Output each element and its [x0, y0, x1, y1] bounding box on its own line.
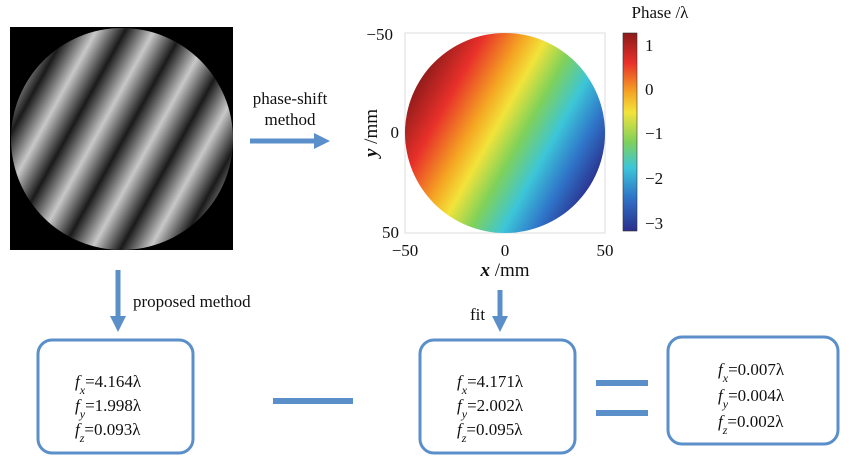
step-label: phase-shift	[253, 89, 328, 108]
colorbar-tick-label: 0	[645, 80, 654, 99]
colorbar-tick-label: −1	[645, 124, 663, 143]
result-rest: =2.002λ	[467, 396, 524, 415]
y-tick-label: 50	[382, 223, 399, 242]
colorbar-tick-label: 1	[645, 36, 654, 55]
result-rest: =4.164λ	[85, 372, 142, 391]
result-rest: =0.007λ	[728, 360, 785, 379]
y-axis-label: y /mm	[361, 109, 382, 159]
result-rest: =0.095λ	[466, 420, 523, 439]
result-rest: =1.998λ	[85, 396, 142, 415]
x-tick-label: −50	[392, 241, 419, 260]
colorbar-title: Phase /λ	[632, 3, 690, 22]
x-tick-label: 0	[501, 241, 510, 260]
colorbar	[623, 33, 637, 231]
result-rest: =0.004λ	[728, 386, 785, 405]
colorbar-tick-label: −3	[645, 214, 663, 233]
phase-map	[405, 33, 605, 233]
y-tick-label: 0	[391, 123, 400, 142]
interferogram	[11, 28, 233, 250]
step-label: fit	[470, 305, 485, 324]
result-rest: =0.093λ	[84, 420, 141, 439]
step-label: method	[265, 110, 316, 129]
result-rest: =4.171λ	[467, 372, 524, 391]
y-tick-label: −50	[366, 25, 393, 44]
figure: phase-shift method −50 0 50 y /mm −50 0 …	[0, 0, 849, 458]
x-tick-label: 50	[597, 241, 614, 260]
colorbar-tick-label: −2	[645, 169, 663, 188]
result-rest: =0.002λ	[727, 412, 784, 431]
step-label: proposed method	[133, 292, 251, 311]
x-axis-label: x /mm	[479, 260, 529, 281]
